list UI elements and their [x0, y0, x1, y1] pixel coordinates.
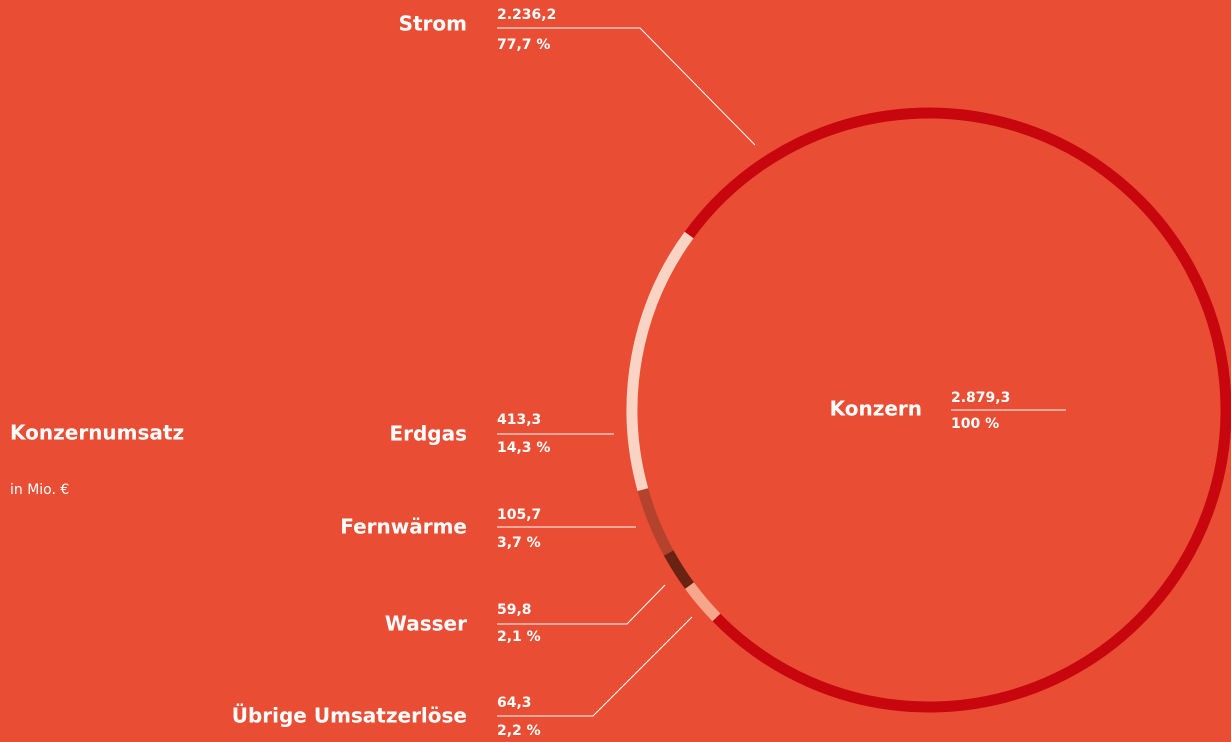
segment-name: Erdgas [389, 422, 467, 446]
segment-percent: 77,7 % [497, 37, 550, 53]
total-name: Konzern [830, 397, 922, 421]
segment-value: 413,3 [497, 412, 541, 428]
segment-value: 59,8 [497, 602, 532, 618]
segment-value: 105,7 [497, 507, 541, 523]
segment-name: Fernwärme [340, 515, 467, 539]
segment-value: 64,3 [497, 695, 532, 711]
ring-segment [663, 550, 694, 589]
segment-percent: 2,2 % [497, 723, 541, 739]
segment-name: Übrige Umsatzerlöse [232, 704, 467, 728]
total-value: 2.879,3 [951, 390, 1010, 406]
leader-line [497, 616, 693, 717]
segment-percent: 14,3 % [497, 440, 550, 456]
ring-segment [626, 231, 694, 492]
segment-percent: 2,1 % [497, 629, 541, 645]
ring-segment [637, 488, 674, 556]
total-percent: 100 % [951, 416, 999, 432]
leader-line [497, 27, 756, 146]
ring-segment [685, 582, 721, 622]
segment-name: Wasser [385, 612, 467, 636]
leader-line [497, 584, 666, 625]
chart-title: Konzernumsatz [10, 421, 184, 445]
ring-segment [684, 107, 1231, 713]
segment-percent: 3,7 % [497, 535, 541, 551]
chart-subtitle: in Mio. € [10, 482, 69, 498]
segment-value: 2.236,2 [497, 7, 556, 23]
segment-name: Strom [399, 12, 467, 36]
